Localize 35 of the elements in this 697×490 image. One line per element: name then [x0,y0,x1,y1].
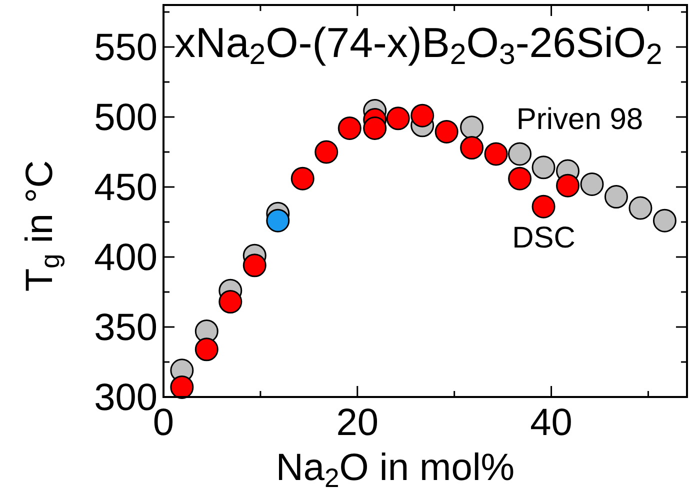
x-tick-label: 40 [530,402,572,444]
point [508,166,532,190]
point [652,208,676,232]
x-axis-title: Na$_{2}$O in mol% [276,447,515,490]
point [628,196,652,220]
y-tick-label: 550 [94,27,158,69]
point [410,104,434,128]
y-tick-label: 400 [94,237,158,279]
point [532,194,556,218]
point [460,136,484,160]
legend-label: Priven 98 [516,103,644,136]
y-tick-label: 450 [94,167,158,209]
point [170,375,194,399]
point [314,140,338,164]
point [194,338,218,362]
series-label: DSC [512,222,576,255]
point [580,172,604,196]
point [556,174,580,198]
point [434,120,458,144]
point [386,106,410,130]
point [484,142,508,166]
point [290,166,314,190]
point [532,156,556,180]
point [508,142,532,166]
point [242,254,266,278]
point [338,116,362,140]
point [363,116,387,140]
y-tick-label: 500 [94,97,158,139]
point [218,290,242,314]
point [604,185,628,209]
point [460,116,484,140]
x-tick-label: 20 [336,402,379,444]
y-tick-label: 350 [94,307,158,349]
point [266,208,290,232]
chart-title: xNa$_{2}$O-(74-x)B$_{2}$O$_{3}$-26SiO$_{2}$ [174,19,662,72]
